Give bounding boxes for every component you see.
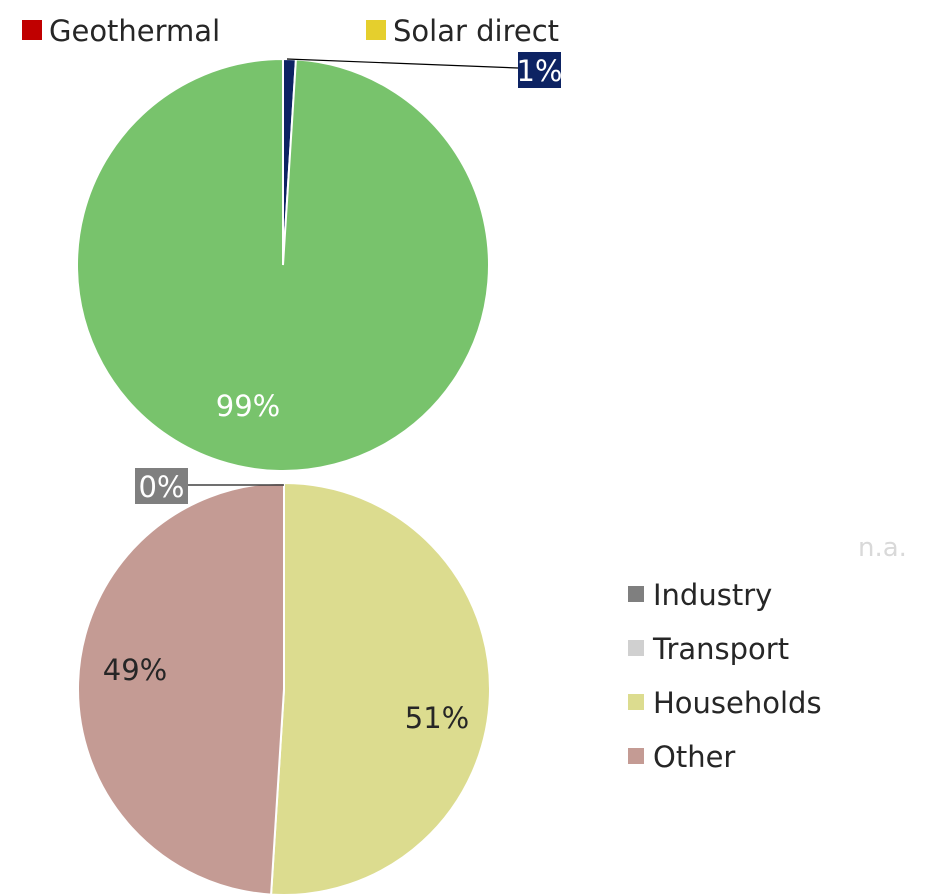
data-label-box-1pct: [518, 52, 561, 88]
data-label-49pct: 49%: [103, 653, 167, 687]
legend-label-industry: Industry: [653, 578, 772, 612]
bottom-pie-slice-3: [77, 481, 285, 896]
data-label-1pct: 1%: [516, 54, 562, 88]
leader-line-1pct: [286, 58, 519, 69]
legend-label-households: Households: [653, 686, 822, 720]
legend-swatch-geothermal: [22, 20, 42, 40]
pie-chart-top: [76, 57, 490, 472]
top-pie-slice-1: [76, 57, 490, 472]
legend-label-solar-direct: Solar direct: [393, 14, 559, 48]
legend-swatch-transport: [628, 640, 644, 656]
legend-label-other: Other: [653, 740, 735, 774]
data-label-box-0pct: [135, 468, 188, 504]
legend-swatch-other: [628, 748, 644, 764]
data-label-99pct: 99%: [216, 389, 280, 423]
na-text: n.a.: [858, 533, 907, 563]
data-label-0pct: 0%: [138, 470, 184, 504]
legend-swatch-industry: [628, 586, 644, 602]
data-label-51pct: 51%: [405, 701, 469, 735]
top-legend: Geothermal Solar direct: [22, 14, 559, 48]
legend-label-transport: Transport: [652, 632, 789, 666]
legend-swatch-households: [628, 694, 644, 710]
legend-swatch-solar-direct: [366, 20, 386, 40]
bottom-legend: Industry Transport Households Other: [628, 578, 822, 774]
legend-label-geothermal: Geothermal: [49, 14, 220, 48]
bottom-pie-slice-2: [270, 481, 491, 896]
pie-chart-bottom: [77, 481, 491, 896]
